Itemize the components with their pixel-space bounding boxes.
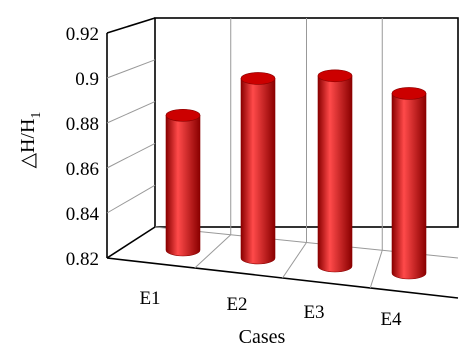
x-category-label: E2 [226,294,247,315]
bar-E2 [240,72,276,265]
bar-top [317,69,353,83]
y-tick-label: 0.9 [75,69,99,90]
left-wall-top-edge [106,17,156,34]
bar-E3 [317,69,353,273]
bar-top [391,87,427,100]
x-category-label: E1 [139,288,160,309]
y-tick-label: 0.92 [66,24,99,45]
grid-line-left [106,59,156,79]
bar-body [240,78,276,265]
left-wall-bottom-edge [106,226,156,259]
y-tick-label: 0.88 [66,114,99,135]
y-tick-label: 0.86 [66,159,99,180]
y-axis-label: △H/H1 [17,112,44,169]
bar-body [165,115,201,257]
y-axis-label-subscript: 1 [29,112,44,119]
floor-divider [282,242,307,279]
bar-body [317,75,353,273]
grid-line-left [106,142,156,169]
floor-divider [369,250,383,289]
x-category-labels: E1 E2 E3 E4 [139,288,402,330]
bar-E1 [165,109,201,257]
bars [165,69,427,280]
y-tick-labels: 0.82 0.84 0.86 0.88 0.9 0.92 [66,24,100,270]
x-axis-label: Cases [239,326,286,348]
floor-divider [194,234,232,269]
y-axis-label-base: △H/H [17,119,39,169]
bar-top [165,109,201,122]
grid-line-left [106,184,156,214]
bar-top [240,72,276,85]
bar-body [391,93,427,280]
y-tick-label: 0.84 [66,204,100,225]
x-category-label: E4 [380,309,402,330]
bar-E4 [391,87,427,280]
grid-line-left [106,101,156,124]
y-tick-label: 0.82 [66,249,99,270]
x-category-label: E3 [303,302,324,323]
